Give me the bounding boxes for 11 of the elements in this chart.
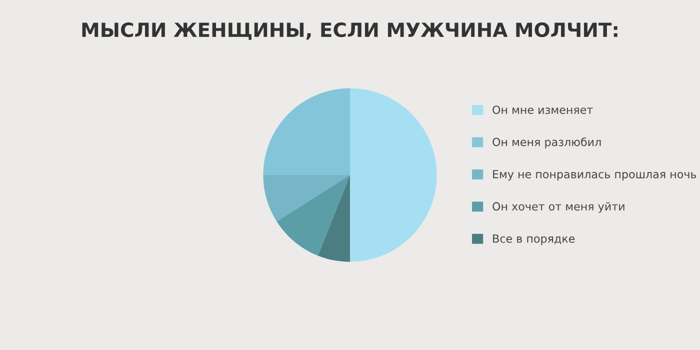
legend-label: Ему не понравилась прошлая ночь — [493, 170, 696, 181]
legend-label: Он хочет от меня уйти — [492, 202, 624, 213]
pie-slice — [263, 88, 350, 175]
legend-label: Все в порядке — [493, 234, 575, 245]
pie-slice — [263, 175, 350, 222]
legend-label: Он меня разлюбил — [492, 137, 601, 148]
chart-title: МЫСЛИ ЖЕНЩИНЫ, ЕСЛИ МУЖЧИНА МОЛЧИТ: — [82, 22, 618, 40]
pie-slice — [350, 88, 437, 262]
pie-slice — [276, 175, 350, 256]
pie-slice — [318, 175, 350, 262]
legend-label: Он мне изменяет — [492, 106, 593, 114]
